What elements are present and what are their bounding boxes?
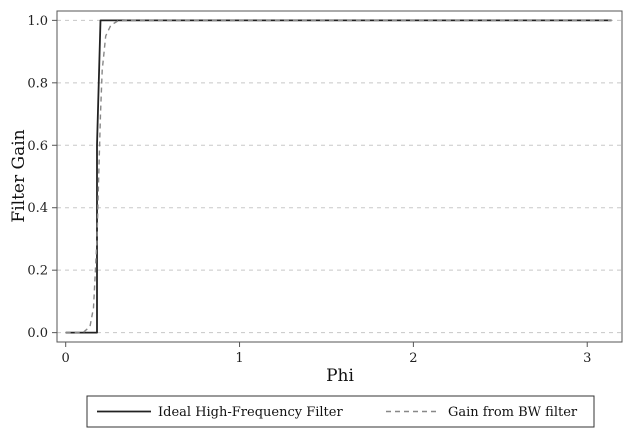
series-line-1 xyxy=(65,19,612,334)
legend-label-2: Gain from BW filter xyxy=(448,405,578,420)
legend: Ideal High-Frequency Filter Gain from BW … xyxy=(86,395,595,428)
y-tick-label: 0.6 xyxy=(27,139,48,154)
legend-label-1: Ideal High-Frequency Filter xyxy=(158,405,343,420)
y-ticks: 0.0 0.2 0.4 0.6 0.8 1.0 xyxy=(27,14,57,341)
series-line-2 xyxy=(65,19,612,334)
x-tick-label: 3 xyxy=(583,351,591,366)
grid xyxy=(57,19,622,334)
x-axis-label: Phi xyxy=(326,366,354,386)
x-tick-label: 1 xyxy=(235,351,243,366)
y-tick-label: 1.0 xyxy=(27,14,48,29)
y-tick-label: 0.0 xyxy=(27,326,48,341)
y-tick-label: 0.4 xyxy=(27,201,48,216)
y-tick-label: 0.8 xyxy=(27,76,48,91)
plot-frame xyxy=(56,10,623,343)
y-tick-label: 0.2 xyxy=(27,264,48,279)
y-axis-label: Filter Gain xyxy=(9,129,29,222)
x-tick-label: 2 xyxy=(409,351,417,366)
series-group xyxy=(65,19,612,334)
legend-box xyxy=(86,395,595,428)
x-tick-label: 0 xyxy=(62,351,70,366)
x-ticks: 0 1 2 3 xyxy=(62,342,591,366)
